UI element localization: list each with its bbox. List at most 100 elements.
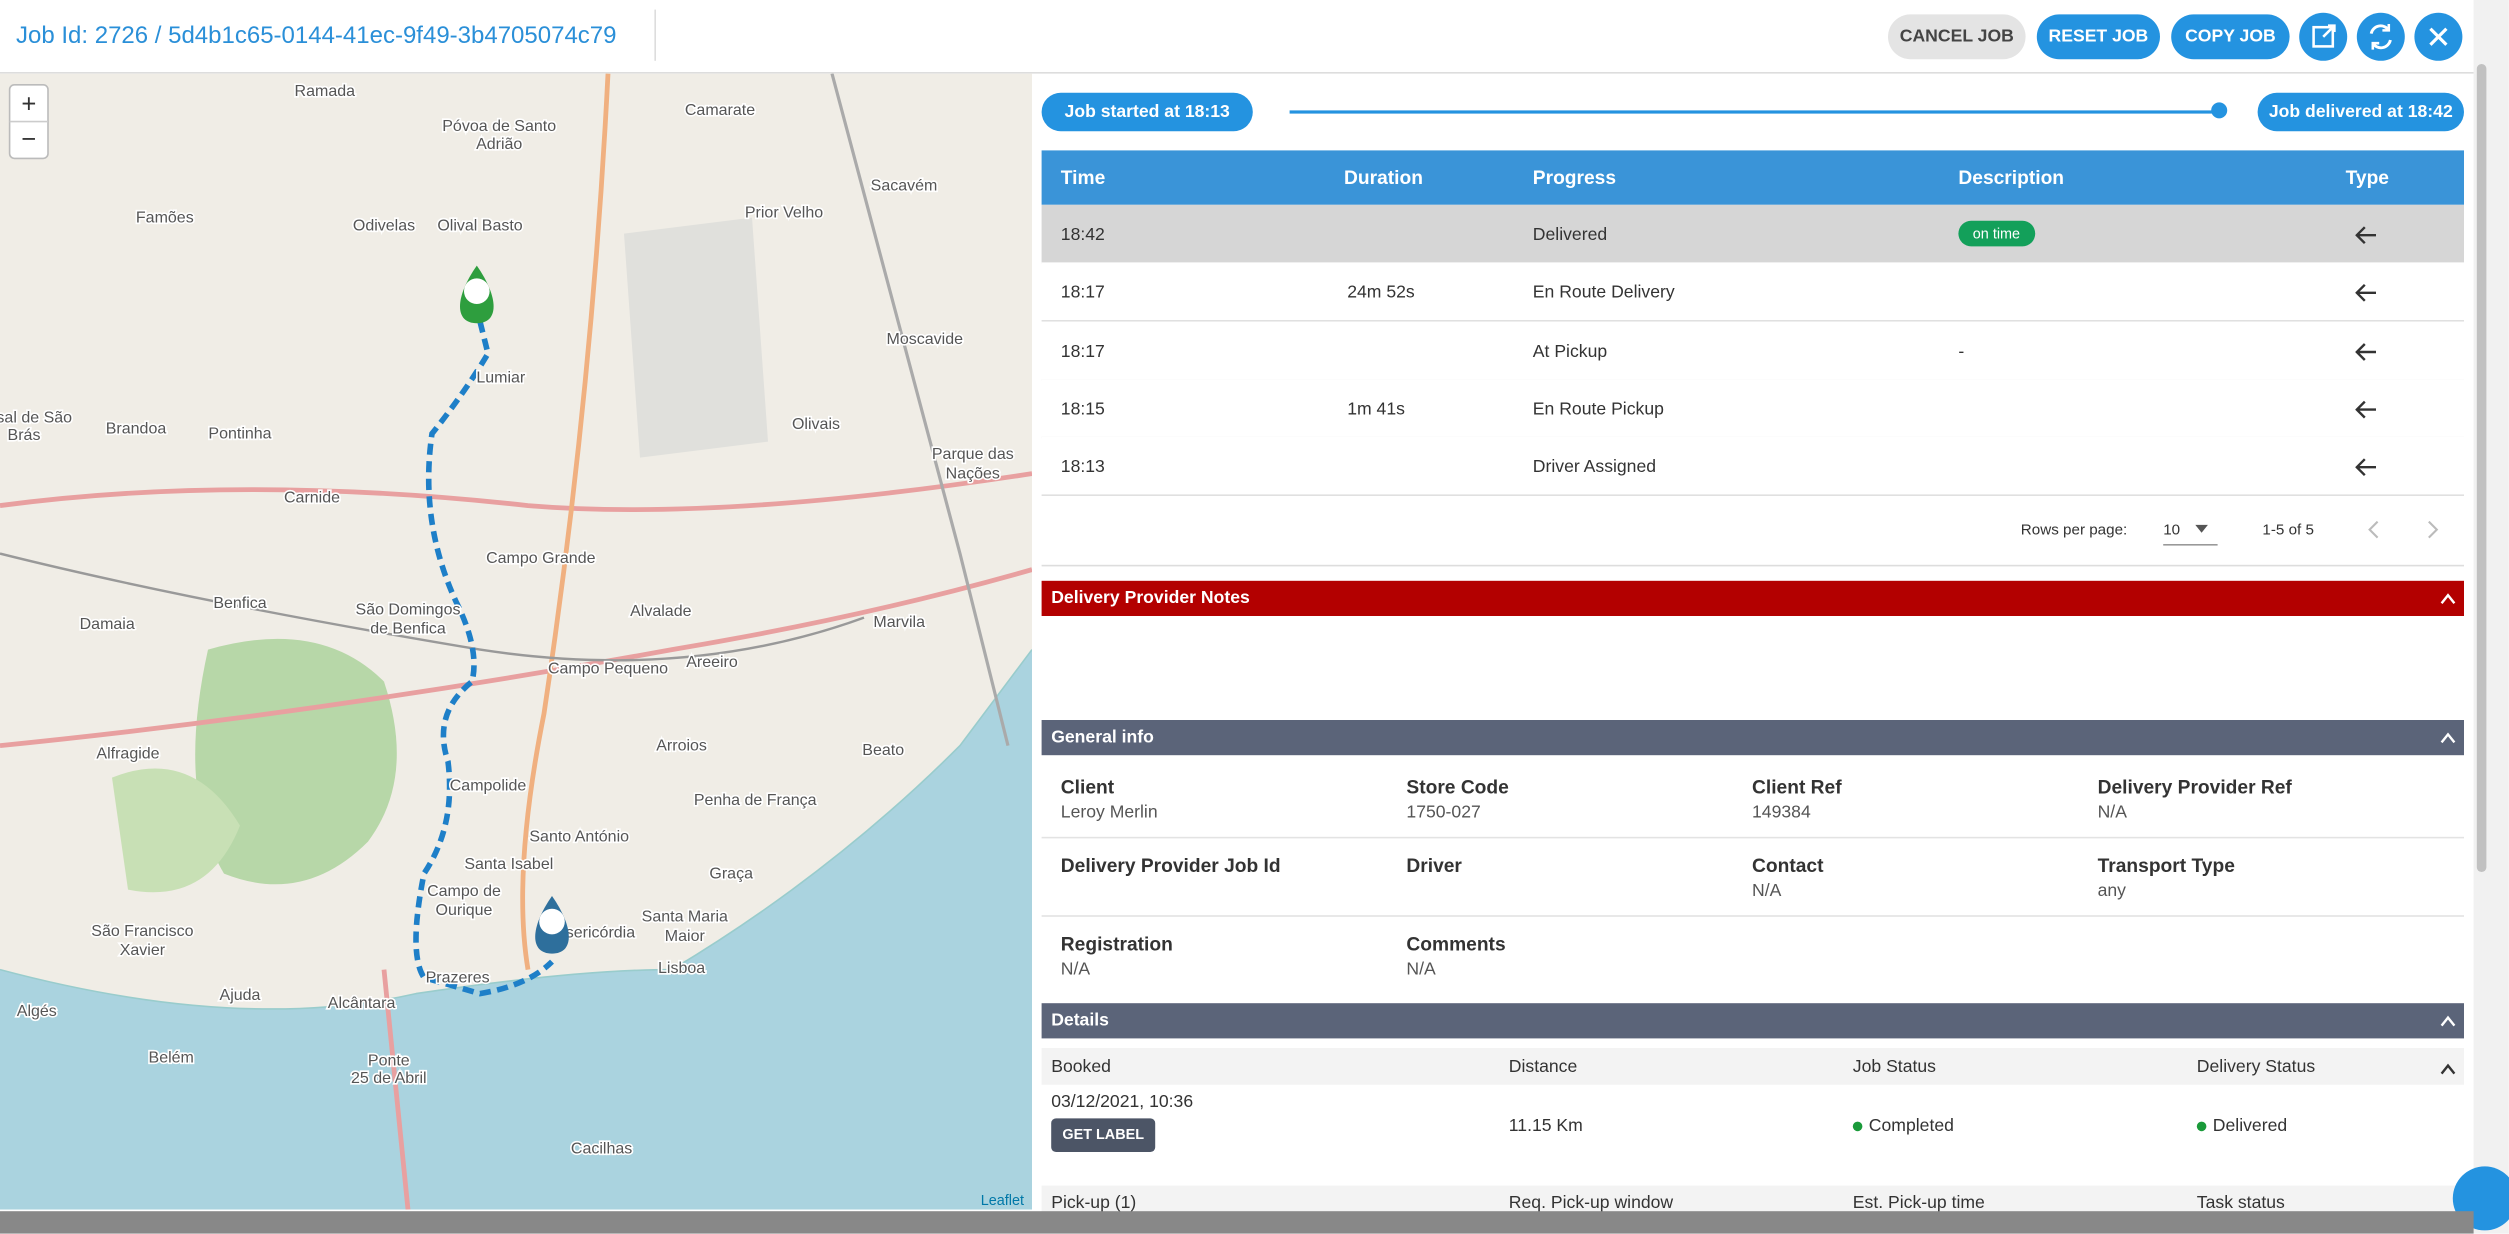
booked: 03/12/2021, 10:36	[1051, 1092, 1194, 1112]
collapse-icon[interactable]	[2438, 1058, 2457, 1077]
map-label: Prior Velho	[745, 205, 823, 222]
type-icon	[2355, 398, 2377, 419]
arrow-left	[2355, 342, 2376, 361]
map-label: Brandoa	[106, 421, 167, 438]
map-label: Pontinha	[208, 425, 271, 442]
field-label: Transport Type	[2097, 854, 2235, 877]
type-icon	[2355, 340, 2377, 361]
open-external-button[interactable]	[2299, 12, 2348, 61]
field-label: Registration	[1060, 932, 1173, 956]
map-label: Adrião	[476, 136, 522, 153]
cell-time: 18:17	[1060, 283, 1105, 303]
pickup-marker-icon	[464, 278, 490, 304]
map-label: Parque das	[932, 446, 1014, 463]
map-label: Campo Pequeno	[548, 661, 668, 678]
rows-per-page-label: Rows per page:	[2020, 521, 2128, 540]
table-row[interactable]	[1041, 204, 2464, 264]
map-label: Lumiar	[476, 369, 526, 386]
map-label: Santo António	[529, 829, 629, 846]
map-label: Benfica	[213, 595, 266, 612]
close-button[interactable]	[2414, 12, 2463, 61]
notes-header[interactable]: Delivery Provider Notes	[1041, 580, 2464, 616]
field-label: Driver	[1406, 854, 1462, 877]
details-header[interactable]: Details	[1041, 1003, 2464, 1039]
collapse-icon[interactable]	[2438, 1010, 2457, 1029]
map-label: Areeiro	[686, 654, 738, 671]
icon	[2369, 24, 2392, 50]
job-status: Completed	[1868, 1116, 1954, 1136]
attribution[interactable]: Leaflet	[981, 1193, 1024, 1209]
map-label: Lisboa	[658, 960, 705, 977]
column-header: Time	[1060, 166, 1106, 189]
job-id: Job Id: 2726 / 5d4b1c65-0144-41ec-9f49-3…	[16, 22, 617, 50]
table-row[interactable]	[1041, 320, 2464, 381]
reset-job-button[interactable]: RESET JOB	[2036, 14, 2160, 60]
get-label-button[interactable]: GET LABEL	[1051, 1118, 1156, 1152]
map-label: Cacilhas	[571, 1141, 632, 1158]
refresh-button[interactable]	[2356, 12, 2405, 61]
rows-per-page-select[interactable]: 10	[2163, 522, 2218, 546]
map-label: Xavier	[120, 942, 166, 959]
map-label: Sacavém	[871, 177, 938, 194]
chevron-up	[2440, 1015, 2456, 1027]
field-value: N/A	[1406, 960, 1436, 980]
scrollbar-thumb[interactable]	[2476, 64, 2487, 872]
route	[413, 320, 554, 997]
cell-progress: Delivered	[1532, 225, 1608, 245]
page-range: 1-5 of 5	[2262, 521, 2314, 540]
chevron-up	[2440, 1063, 2456, 1075]
map-label: Póvoa de Santo	[442, 118, 556, 135]
table-row[interactable]	[1041, 437, 2464, 497]
general-info-header[interactable]: General info	[1041, 720, 2464, 756]
type-icon	[2355, 224, 2377, 245]
map-label: Olivais	[792, 416, 840, 433]
map-label: Beato	[862, 742, 904, 759]
field-label: Store Code	[1406, 776, 1509, 799]
field-divider	[1041, 836, 2464, 839]
cell-progress: En Route Pickup	[1532, 399, 1664, 420]
details-title: Details	[1051, 1011, 1109, 1031]
icon	[2429, 27, 2448, 46]
field-label: Comments	[1406, 932, 1506, 956]
map-label: Campo Grande	[486, 550, 595, 567]
field-label: Contact	[1752, 854, 1824, 877]
map-label: Camarate	[685, 102, 755, 119]
map-label: Algés	[17, 1003, 57, 1020]
cell-duration: 24m 52s	[1347, 283, 1415, 303]
pager-arrows[interactable]	[2365, 520, 2445, 539]
field-value: N/A	[1060, 960, 1091, 980]
arrow-left	[2355, 226, 2376, 245]
arrow-left	[2355, 458, 2376, 477]
table-row[interactable]	[1041, 379, 2464, 439]
copy-job-button[interactable]: COPY JOB	[2171, 14, 2290, 60]
map-label: Santa Maria	[642, 909, 728, 926]
column-header: Progress	[1532, 166, 1617, 189]
map-label: Misericórdia	[549, 925, 635, 942]
type-icon	[2355, 282, 2377, 303]
zoom-out[interactable]: −	[21, 126, 36, 154]
zoom-in[interactable]: +	[21, 90, 36, 118]
table-row[interactable]	[1041, 262, 2464, 323]
column-header: Est. Pick-up time	[1852, 1193, 1985, 1213]
type-icon	[2355, 456, 2377, 477]
field-label: Client Ref	[1752, 776, 1842, 799]
job-delivered: Job delivered at 18:42	[2257, 92, 2464, 132]
map-label: Maior	[665, 928, 706, 945]
cell-time: 18:13	[1060, 457, 1105, 478]
column-header: Delivery Status	[2196, 1057, 2316, 1077]
column-header: Distance	[1508, 1057, 1578, 1077]
cancel-job-button[interactable]: CANCEL JOB	[1888, 14, 2026, 60]
map-label: Santa Isabel	[464, 856, 553, 873]
collapse-icon[interactable]	[2438, 726, 2457, 745]
field-label: Delivery Provider Job Id	[1060, 854, 1281, 877]
map-label: Belém	[149, 1049, 194, 1066]
map-label: Ajuda	[220, 987, 261, 1004]
distance: 11.15 Km	[1508, 1116, 1583, 1136]
divider	[654, 9, 656, 61]
cell-time: 18:17	[1060, 341, 1105, 361]
collapse-icon[interactable]	[2438, 587, 2457, 606]
field-value: N/A	[1752, 881, 1782, 901]
map-label: Ramada	[295, 83, 356, 100]
